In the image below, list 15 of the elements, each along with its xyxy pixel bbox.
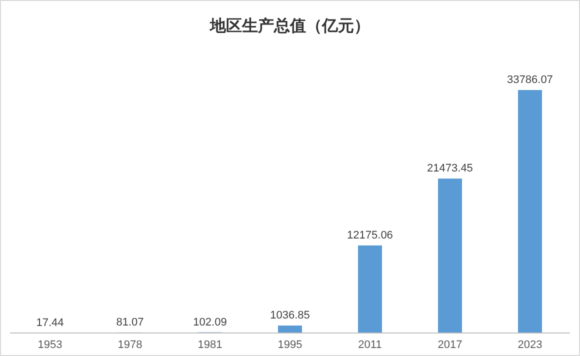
x-tick-label: 1953 [38, 339, 62, 351]
data-label: 81.07 [116, 316, 144, 328]
x-tick-label: 2011 [358, 339, 382, 351]
data-label: 1036.85 [270, 310, 310, 322]
x-tick-label: 1995 [278, 339, 302, 351]
data-label: 17.44 [36, 316, 64, 329]
x-tick-label: 2023 [518, 339, 542, 351]
data-label: 102.09 [193, 316, 227, 328]
chart-title: 地区生产总值（亿元） [209, 16, 370, 35]
x-tick-label: 1981 [198, 339, 222, 351]
data-label: 33786.07 [507, 74, 553, 86]
data-label: 21473.45 [427, 162, 473, 175]
data-label: 12175.06 [347, 229, 393, 242]
x-tick-label: 2017 [438, 339, 462, 351]
x-tick-label: 1978 [118, 339, 142, 351]
